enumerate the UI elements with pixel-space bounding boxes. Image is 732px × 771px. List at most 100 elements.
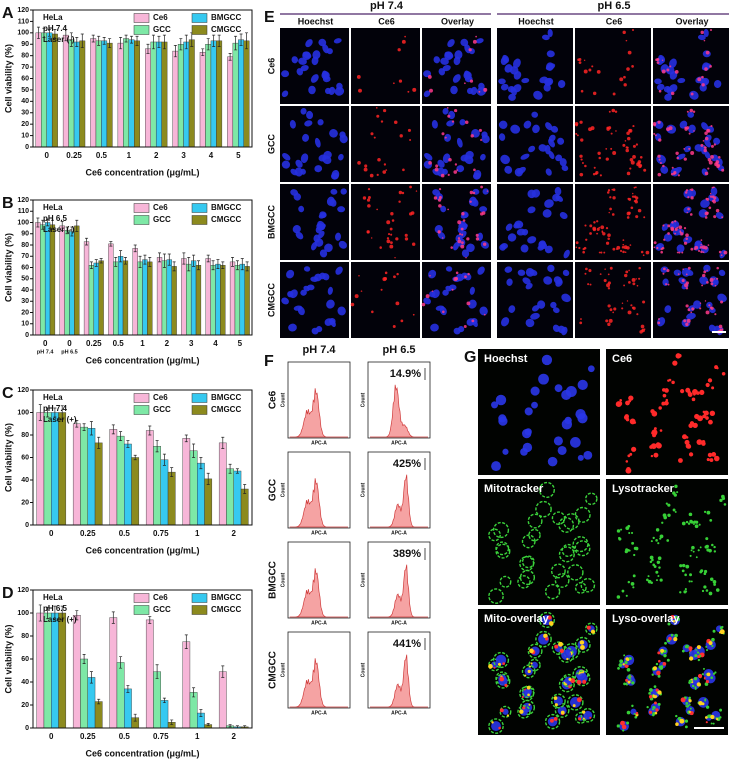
- colocalized-signal: [660, 648, 665, 653]
- ce6-signal: [667, 224, 671, 228]
- ce6-signal: [672, 360, 678, 366]
- ce6-signal: [660, 247, 663, 251]
- nucleus: [701, 63, 712, 71]
- error-bar: [217, 34, 221, 47]
- ce6-signal: [398, 79, 403, 83]
- lysosome: [670, 633, 674, 637]
- ce6-signal: [480, 185, 483, 189]
- ce6-signal: [687, 308, 691, 312]
- nucleus: [517, 269, 526, 276]
- ce6-signal: [442, 310, 445, 314]
- error-bar: [111, 424, 115, 435]
- error-bar: [85, 237, 89, 246]
- y-tick-label: 100: [17, 30, 29, 37]
- bar: [244, 266, 250, 336]
- row-label: CMGCC: [268, 651, 279, 689]
- ce6-signal: [679, 231, 682, 234]
- ce6-signal: [679, 459, 683, 462]
- ce6-signal: [608, 110, 611, 113]
- inset-text: Laser (+): [43, 615, 77, 624]
- nucleus: [541, 34, 550, 41]
- nucleus: [480, 153, 486, 161]
- lysosome: [651, 673, 654, 676]
- bar: [153, 671, 161, 729]
- ce6-signal: [702, 414, 707, 419]
- nucleus: [508, 93, 516, 101]
- panel-label: D: [2, 585, 14, 602]
- colocalized-signal: [498, 726, 501, 730]
- nucleus: [435, 305, 445, 311]
- nucleus: [505, 223, 513, 231]
- nucleus: [658, 54, 666, 63]
- ce6-signal: [610, 132, 613, 135]
- ce6-signal: [458, 233, 462, 236]
- ce6-signal: [677, 174, 680, 177]
- colocalized-signal: [704, 716, 708, 719]
- lysosome: [706, 649, 709, 652]
- colocalized-signal: [529, 648, 534, 654]
- ce6-signal: [411, 242, 416, 246]
- ce6-signal: [478, 128, 482, 132]
- ce6-signal: [657, 154, 661, 158]
- nucleus: [547, 264, 555, 273]
- ce6-signal: [605, 226, 609, 230]
- ce6-signal: [630, 160, 635, 165]
- lysosome: [695, 524, 699, 528]
- nucleus: [546, 50, 555, 58]
- nucleus: [456, 165, 465, 173]
- error-bar: [221, 665, 225, 678]
- y-tick-label: 100: [17, 610, 29, 617]
- ce6-signal: [622, 143, 626, 147]
- error-bar: [184, 34, 188, 50]
- legend-swatch: [191, 203, 208, 213]
- ce6-signal: [609, 207, 612, 211]
- mitochondria: [495, 673, 511, 689]
- nucleus: [321, 71, 330, 80]
- bar: [72, 423, 81, 526]
- nucleus: [554, 384, 563, 393]
- nucleus: [537, 300, 546, 309]
- nucleus: [507, 85, 515, 93]
- x-tick-label: 0.25: [66, 151, 82, 160]
- colocalized-signal: [499, 676, 505, 682]
- colocalized-signal: [688, 699, 692, 703]
- legend-swatch: [191, 25, 208, 35]
- ce6-signal: [584, 224, 587, 227]
- colocalized-signal: [675, 722, 679, 726]
- lysosome: [709, 577, 714, 582]
- error-bar: [124, 34, 128, 43]
- y-tick-label: 80: [21, 242, 29, 249]
- ce6-signal: [686, 211, 688, 214]
- ce6-signal: [605, 319, 609, 323]
- colocalized-signal: [524, 674, 527, 677]
- ce6-signal: [656, 61, 660, 65]
- nucleus: [500, 154, 510, 165]
- ce6-signal: [716, 164, 720, 169]
- nucleus: [317, 119, 324, 126]
- colocalized-signal: [543, 633, 548, 639]
- ce6-signal: [471, 319, 475, 323]
- panel-label: E: [264, 9, 275, 26]
- ce6-signal: [625, 460, 629, 463]
- nucleus: [468, 299, 477, 309]
- nucleus: [524, 407, 533, 416]
- nucleus: [544, 77, 554, 86]
- y-tick-label: 80: [21, 432, 29, 439]
- nucleus: [281, 297, 289, 305]
- error-bar: [243, 484, 247, 494]
- ce6-signal: [661, 401, 666, 406]
- x-tick-label: 2: [165, 339, 170, 348]
- ce6-signal: [678, 251, 681, 254]
- error-bar: [158, 252, 162, 263]
- x-tick-label: 0: [44, 151, 49, 160]
- legend-swatch: [191, 405, 208, 415]
- y-axis-label: Count: [280, 572, 286, 587]
- lysosome: [684, 588, 687, 591]
- nucleus: [453, 327, 461, 335]
- ce6-signal: [468, 48, 472, 52]
- ce6-signal: [676, 156, 680, 160]
- legend-swatch: [133, 215, 150, 225]
- nucleus: [504, 165, 513, 174]
- ce6-signal: [469, 200, 472, 203]
